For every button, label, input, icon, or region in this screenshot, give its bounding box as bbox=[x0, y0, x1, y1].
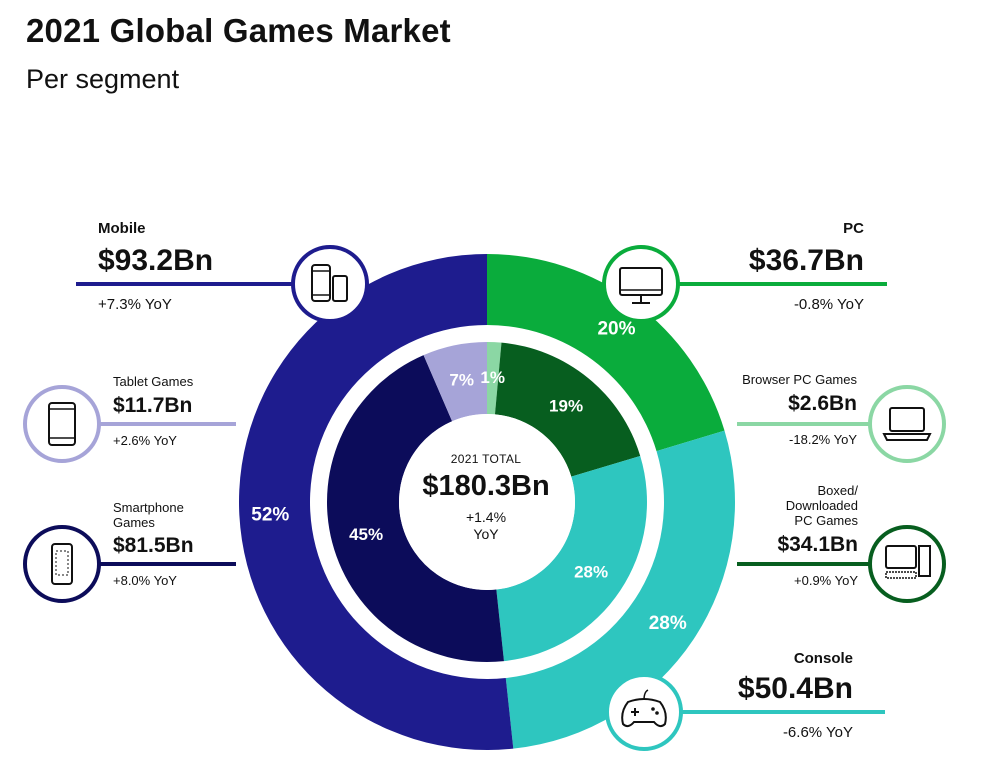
label-pc-yoy: -0.8% YoY bbox=[793, 296, 864, 313]
share-labels: 20% 28% 52% 1% 19% 28% 45% 7% bbox=[251, 319, 687, 634]
label-pc-name: PC bbox=[843, 220, 864, 237]
label-tablet-yoy: +2.6% YoY bbox=[113, 433, 177, 448]
label-console-name: Console bbox=[793, 650, 853, 667]
center-total-yoy: +1.4% YoY bbox=[386, 509, 586, 543]
laptop-icon bbox=[868, 385, 946, 463]
label-mobile-name: Mobile bbox=[98, 220, 146, 237]
label-mobile-yoy: +7.3% YoY bbox=[98, 296, 172, 313]
center-total-yoy-value: +1.4% bbox=[465, 509, 507, 525]
center-total-yoy-suffix: YoY bbox=[473, 526, 499, 542]
inner-slice-smartphone-games bbox=[326, 355, 504, 662]
monitor-icon bbox=[602, 245, 680, 323]
label-smartphone-name-line2: Games bbox=[113, 515, 155, 530]
outer-share-label-mobile: 52% bbox=[251, 504, 289, 525]
inner-slice-browser-pc-games bbox=[487, 342, 502, 415]
inner-share-label-tablet-games: 7% bbox=[449, 371, 474, 390]
outer-slice-pc bbox=[487, 254, 725, 452]
label-smartphone-name-line1: Smartphone bbox=[113, 500, 184, 515]
mobile-devices-icon bbox=[291, 245, 369, 323]
inner-share-label-browser-pc-games: 1% bbox=[480, 368, 505, 387]
label-pc-value: $36.7Bn bbox=[748, 244, 864, 277]
inner-share-label-boxed-downloaded-pc-games: 19% bbox=[549, 396, 583, 415]
label-tablet-name: Tablet Games bbox=[113, 374, 194, 389]
chart-subtitle: Per segment bbox=[26, 64, 180, 94]
chart-title: 2021 Global Games Market bbox=[26, 12, 451, 49]
gamepad-icon bbox=[605, 673, 683, 751]
center-total-caption: 2021 TOTAL bbox=[450, 452, 522, 466]
label-boxed-yoy: +0.9% YoY bbox=[794, 573, 858, 588]
label-browser-yoy: -18.2% YoY bbox=[789, 432, 857, 447]
label-browser-name: Browser PC Games bbox=[742, 372, 857, 387]
inner-share-label-console: 28% bbox=[574, 562, 608, 581]
outer-share-label-console: 28% bbox=[649, 613, 687, 634]
label-boxed-name-line3: PC Games bbox=[794, 513, 858, 528]
label-boxed-value: $34.1Bn bbox=[777, 533, 858, 556]
label-console-yoy: -6.6% YoY bbox=[782, 724, 853, 741]
outer-slice-console bbox=[505, 430, 735, 749]
inner-slice-tablet-games bbox=[423, 342, 487, 422]
desktop-computer-icon bbox=[868, 525, 946, 603]
label-boxed-name-line2: Downloaded bbox=[785, 498, 858, 513]
inner-ring bbox=[326, 342, 647, 662]
label-smartphone-yoy: +8.0% YoY bbox=[113, 573, 177, 588]
inner-share-label-smartphone-games: 45% bbox=[349, 525, 383, 544]
center-total-value: $180.3Bn bbox=[422, 470, 550, 502]
label-tablet-value: $11.7Bn bbox=[113, 394, 193, 417]
label-smartphone-value: $81.5Bn bbox=[113, 534, 194, 557]
outer-share-label-pc: 20% bbox=[597, 319, 635, 340]
smartphone-icon bbox=[23, 525, 101, 603]
tablet-icon bbox=[23, 385, 101, 463]
center-hole bbox=[399, 414, 575, 590]
inner-slice-boxed-downloaded-pc-games bbox=[494, 342, 641, 477]
center-total: 2021 TOTAL $180.3Bn +1.4% YoY bbox=[386, 452, 586, 543]
label-browser-value: $2.6Bn bbox=[788, 392, 857, 415]
inner-slice-console bbox=[496, 455, 647, 662]
label-console-value: $50.4Bn bbox=[737, 672, 853, 705]
label-mobile-value: $93.2Bn bbox=[98, 244, 214, 277]
outer-ring bbox=[238, 254, 735, 750]
label-boxed-name-line1: Boxed/ bbox=[817, 483, 858, 498]
outer-slice-mobile bbox=[238, 254, 514, 750]
